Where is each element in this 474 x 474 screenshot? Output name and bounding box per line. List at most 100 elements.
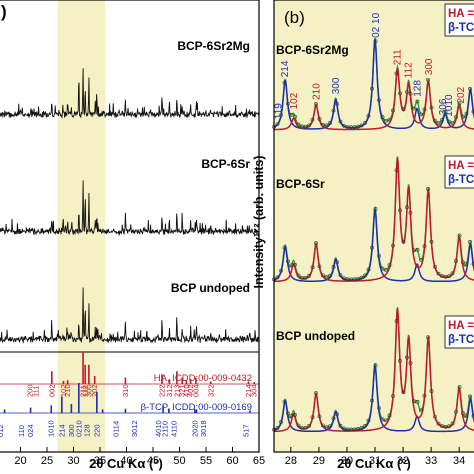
data-point [328,424,332,429]
hkl-label: 312 [165,384,174,397]
data-point [440,118,444,122]
data-point [317,414,322,419]
hkl-label: 112 [404,62,415,78]
data-point [363,424,367,428]
sample-label: BCP undoped [276,329,355,343]
hkl-label: 210 [63,384,72,397]
data-point [307,123,311,128]
data-point [279,268,283,273]
data-point [401,107,406,111]
x-tick-label: 35 [94,455,106,467]
hkl-label: 1010 [47,420,56,437]
data-point [398,208,402,213]
data-point [275,425,280,430]
x-tick-label: 60 [226,455,238,467]
hkl-label: 211 [392,49,403,65]
hkl-label: 214 [280,60,291,77]
data-point [352,427,357,432]
data-point [300,425,304,430]
data-point [422,393,427,398]
data-point [303,275,308,280]
data-point [405,205,409,210]
x-tick-label: 28 [285,455,297,467]
data-point [461,411,465,416]
data-point [429,239,434,244]
hkl-label: 119 [274,103,285,119]
hkl-label: 306 [438,98,449,115]
data-point [457,385,462,389]
reference-label: β-TCP, ICDD:00-009-0169 [141,402,252,413]
data-point [289,113,294,117]
data-point [450,121,455,125]
data-point [370,398,374,403]
hkl-label: 220 [92,424,101,437]
data-point [314,391,318,395]
data-point [468,86,472,91]
data-point [408,361,413,366]
data-point [391,108,395,113]
tcp-fit-curve [273,365,474,433]
data-point [447,119,451,124]
data-point [373,363,378,368]
data-point [387,413,392,418]
sample-label: BCP-6Sr [276,177,325,191]
sample-label: BCP-6Sr [201,157,250,171]
data-point [380,115,385,119]
data-point [394,319,399,323]
legend-entry-tcp: β-TC [448,22,474,34]
x-tick-label: 32 [397,455,409,467]
x-axis: 28 29 30 31 32 33 34 [285,447,465,467]
hkl-label: 202 [456,86,467,103]
data-point [419,257,423,262]
hkl-label: 310 [121,384,130,397]
data-point [286,411,290,416]
data-point [352,277,357,282]
data-point [391,243,395,248]
data-point [394,71,399,76]
panel-label: (b) [284,8,305,27]
legend-boxes: HA = β-TC HA = β-TC HA = β-TC [444,3,474,349]
data-point [422,244,427,249]
xrd-traces: BCP-6Sr2Mg BCP-6Sr BCP undoped [0,39,260,344]
data-point [342,123,346,128]
data-point [310,265,315,270]
hkl-label: 102 [289,92,300,109]
reference-label: HA, ICDD:00-009-0432 [154,373,252,384]
data-point [377,406,381,410]
data-point [401,390,406,394]
data-point [321,423,325,428]
x-tick-label: 33 [425,455,437,467]
data-point [384,268,388,272]
data-point [419,112,423,117]
data-point [282,245,287,250]
hkl-label: 304 [250,384,259,397]
data-point [373,39,378,44]
data-point [457,233,462,238]
data-point [286,259,290,264]
data-point [317,117,322,121]
data-point [321,273,325,278]
y-axis-label: Intensity¹ᐟ² (arb. units) [252,155,266,288]
data-point [356,427,360,431]
x-tick-label: 40 [120,455,132,467]
data-point [349,125,353,130]
data-point [412,399,416,404]
hkl-label: 300 [331,77,342,94]
data-point [457,101,462,105]
x-tick-label: 34 [453,455,465,467]
data-point [468,394,472,399]
data-point [436,271,441,276]
hkl-label: 214 [244,384,253,397]
data-point [380,417,385,422]
data-point [426,335,430,340]
sample-label: BCP undoped [171,281,250,295]
hkl-label: 402 [186,384,195,397]
data-point [359,275,364,280]
data-point [461,260,465,265]
sample-label: BCP-6Sr2Mg [276,43,349,57]
hkl-label: 300 [424,58,435,75]
data-point [310,415,315,420]
hkl-label: 3012 [130,420,139,437]
